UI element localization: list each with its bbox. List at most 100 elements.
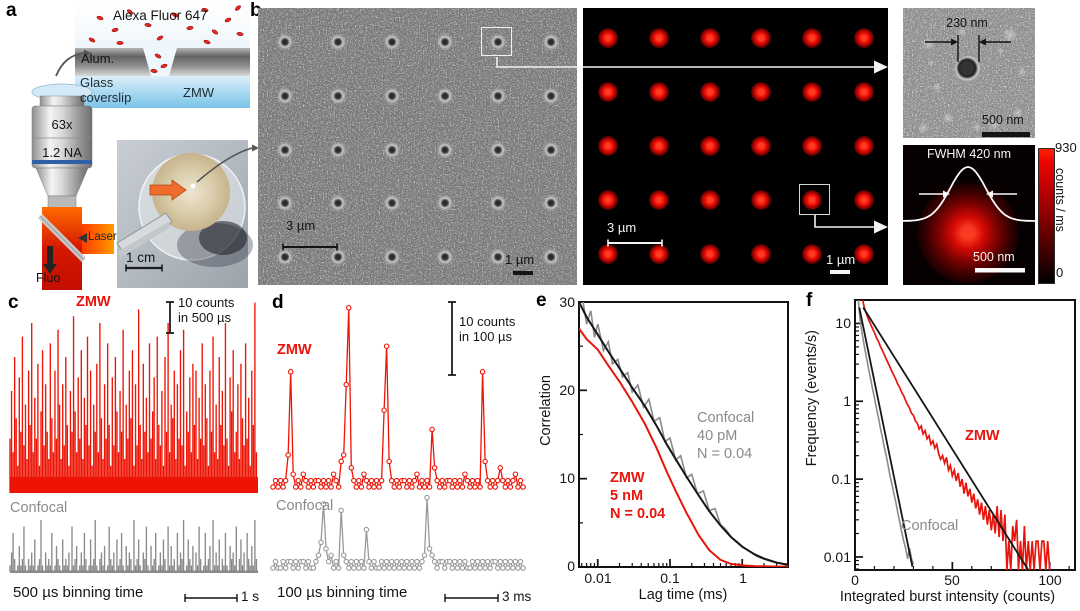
fcs-chart xyxy=(578,301,789,568)
diameter-arrow-right-icon xyxy=(979,38,986,46)
data-point xyxy=(376,484,382,490)
data-point xyxy=(363,526,370,533)
fluorescence-spot xyxy=(854,28,874,48)
data-point xyxy=(343,558,349,565)
data-point xyxy=(393,477,400,484)
dye-molecule xyxy=(111,27,119,33)
e-conf-line1: Confocal xyxy=(697,410,755,426)
fluorescence-spot xyxy=(751,28,771,48)
sem-scalebar-3um-label: 3 µm xyxy=(286,218,316,233)
alum-layer-label: Alum. xyxy=(81,51,115,66)
data-point xyxy=(287,369,294,375)
data-point xyxy=(272,558,279,565)
zmw-hole xyxy=(276,87,294,105)
data-point xyxy=(330,565,337,571)
fluorescence-spot xyxy=(751,136,771,156)
dye-molecule xyxy=(171,12,179,18)
sem-debris xyxy=(988,118,1000,130)
data-point xyxy=(292,484,299,490)
data-point xyxy=(452,477,458,484)
data-point xyxy=(338,507,344,514)
fluor-1um-scalebar xyxy=(830,270,850,274)
trace-c-confocal-label: Confocal xyxy=(10,500,68,516)
fluorophore-label: Alexa Fluor 647 xyxy=(113,8,208,23)
data-point xyxy=(305,484,312,490)
colorbar-min-label: 0 xyxy=(1056,265,1064,280)
e-plot-box xyxy=(578,301,789,568)
data-point xyxy=(436,484,443,490)
data-point xyxy=(391,484,397,490)
sem-array-image xyxy=(258,8,577,285)
fluorescence-spot xyxy=(751,82,771,102)
psf-scalebar-label: 500 nm xyxy=(973,250,1015,264)
data-point xyxy=(303,477,309,484)
data-point xyxy=(351,565,357,571)
f-series-zmw-fit xyxy=(862,307,1030,570)
data-point xyxy=(479,369,486,375)
data-point xyxy=(373,477,380,484)
zmw-hole xyxy=(436,33,454,51)
data-point xyxy=(515,565,521,571)
data-point xyxy=(520,565,526,571)
scale-c-line1: 10 counts xyxy=(178,295,235,310)
sem-debris xyxy=(943,113,953,123)
data-point xyxy=(346,305,352,311)
data-point xyxy=(393,558,400,565)
sem-noise xyxy=(258,8,577,285)
data-point xyxy=(457,477,463,484)
data-point xyxy=(447,477,453,484)
dye-molecule xyxy=(235,5,241,11)
data-point xyxy=(386,458,392,465)
data-point xyxy=(378,558,385,565)
zmw-hole xyxy=(276,33,294,51)
data-point xyxy=(378,477,385,484)
fluorescence-spot xyxy=(598,28,618,48)
data-point xyxy=(335,484,342,490)
data-point xyxy=(282,565,289,571)
data-point xyxy=(459,565,466,571)
panel-c-label: c xyxy=(8,292,19,313)
data-point xyxy=(325,558,332,565)
data-point xyxy=(348,558,355,565)
timebar-d-label: 3 ms xyxy=(502,589,532,604)
e-conf-line2: 40 pM xyxy=(697,428,738,444)
panel-a-label: a xyxy=(6,0,17,21)
confocal-trace-base xyxy=(10,570,258,573)
dye-molecule xyxy=(144,23,152,27)
e-ytick-0: 0 xyxy=(567,558,575,574)
data-point xyxy=(487,484,493,490)
data-point xyxy=(308,477,314,484)
data-point xyxy=(462,558,468,565)
fluorescence-spot xyxy=(598,190,618,210)
dye-molecule xyxy=(88,37,96,43)
data-point xyxy=(371,558,377,565)
laser-label: Laser xyxy=(88,231,117,243)
fluorescence-spot xyxy=(802,190,822,210)
f-series-confocal-data xyxy=(857,300,915,565)
binning-c-label: 500 µs binning time xyxy=(13,584,144,601)
zmw-hole-closeup xyxy=(955,56,982,83)
f-xtick-100: 100 xyxy=(1038,572,1062,588)
binning-d-label: 100 µs binning time xyxy=(277,584,408,601)
data-point xyxy=(507,484,514,490)
fluorescence-spot xyxy=(802,28,822,48)
fluorescence-spot xyxy=(649,28,669,48)
data-point xyxy=(482,458,488,465)
data-point xyxy=(421,484,428,490)
sem-closeup-500nm-bar xyxy=(982,132,1030,137)
fluorescence-spot xyxy=(700,244,720,264)
fluorescence-spot xyxy=(854,136,874,156)
sem-debris xyxy=(918,123,928,133)
data-point xyxy=(502,484,509,490)
glass-coverslip-label: Glass coverslip xyxy=(80,75,132,105)
data-point xyxy=(457,558,463,565)
scale-c-line2: in 500 µs xyxy=(178,310,232,325)
data-point xyxy=(325,477,332,484)
data-point xyxy=(439,558,445,565)
sem-box-connector-arrow xyxy=(496,57,874,68)
data-point xyxy=(287,558,294,565)
zmw-hole xyxy=(383,141,401,159)
psf-500nm-bar xyxy=(975,268,1025,273)
data-point xyxy=(277,477,284,484)
e-zmw-line1: ZMW xyxy=(610,470,645,486)
